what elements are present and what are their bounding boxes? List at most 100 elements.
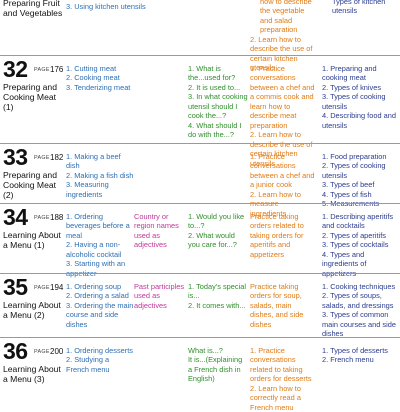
page-label: PAGE <box>34 67 50 73</box>
practice-item: Practice taking orders for soup, salads,… <box>250 282 304 329</box>
expressions-column: 1. Today's special is... 2. It comes with… <box>188 282 248 310</box>
expressions-item: 1. Would you like to...? <box>188 212 245 231</box>
practice-item: 2. Learn how to describe the use of cert… <box>250 34 313 73</box>
vocab-column: 1. Ordering desserts 2. Studying a French… <box>66 346 134 374</box>
topics-column: 1. Preparing and cooking meat 2. Types of… <box>322 64 398 130</box>
vocab-item: 3. Tenderizing meat <box>66 82 131 92</box>
expressions-item: What is...? <box>188 346 223 355</box>
topics-item: 2. Types of soups, salads, and dressings <box>322 291 394 310</box>
practice-item: 1. Practice conversations related to tak… <box>250 346 312 384</box>
topics-item: 1. Types of desserts <box>322 346 389 355</box>
unit-number: 36 <box>3 338 28 364</box>
practice-item: 2. Learn how to correctly read a French … <box>250 383 301 412</box>
practice-item: how to describe the vegetable and salad … <box>260 0 312 35</box>
expressions-item: 2. It is used to... <box>188 82 241 92</box>
topics-item: 3. Types of common main courses and side… <box>322 310 396 339</box>
topics-column: 1. Describing aperitifs and cocktails 2. … <box>322 212 398 278</box>
unit-title: Preparing and Cooking Meat (1) <box>3 82 57 113</box>
vocab-item: 3. Ordering the main course and side dis… <box>66 300 134 329</box>
practice-item: Practice taking orders related to taking… <box>250 212 304 259</box>
topics-item: 1. Cooking techniques <box>322 282 396 291</box>
vocab-item: 3. Measuring ingredients <box>66 180 109 199</box>
page-number: 188 <box>50 213 64 222</box>
row-divider <box>0 337 400 338</box>
topics-item: 4. Describing food and utensils <box>322 111 396 130</box>
topics-item: 3. Types of cooking utensils <box>322 92 386 111</box>
vocab-column: 1. Ordering soup 2. Ordering a salad 3. Or… <box>66 282 134 329</box>
unit-row: 35 PAGE 194 Learning About a Menu (2) 1. Ord… <box>0 274 400 339</box>
topics-item: 2. French menu <box>322 355 374 365</box>
practice-column: 1. Practice conversations between a chef… <box>250 64 316 168</box>
vocab-column: 1. Ordering beverages before a meal 2. Ha… <box>66 212 134 278</box>
page-label: PAGE <box>34 285 50 291</box>
page-number: 182 <box>50 153 64 162</box>
unit-title: Preparing and Cooking Meat (2) <box>3 170 57 201</box>
page-label: PAGE <box>34 349 50 355</box>
practice-column: how to describe the vegetable and salad … <box>250 0 314 73</box>
topics-column: Types of kitchen utensils <box>322 0 398 16</box>
unit-number: 33 <box>3 144 28 170</box>
row-divider <box>0 273 400 274</box>
vocab-column: 3. Using kitchen utensils <box>66 2 146 11</box>
practice-item: 2. Learn how to describe the use of cert… <box>250 130 313 168</box>
expressions-item: 4. What should I do with the...? <box>188 120 242 140</box>
page-number: 194 <box>50 283 64 292</box>
grammar-column: Country or region names used as adjectiv… <box>134 212 186 250</box>
topics-column: 1. Types of desserts 2. French menu <box>322 346 398 365</box>
expressions-column: What is...? It is...(Explaining a French … <box>188 346 248 384</box>
vocab-column: 1. Making a beef dish 2. Making a fish di… <box>66 152 134 199</box>
topics-column: 1. Cooking techniques 2. Types of soups, … <box>322 282 398 339</box>
page-number: 200 <box>50 347 64 356</box>
grammar-item: Country or region names used as adjectiv… <box>134 212 179 250</box>
expressions-item: 1. What is the...used for? <box>188 64 236 83</box>
practice-column: Practice taking orders for soup, salads,… <box>250 282 316 329</box>
practice-column: Practice taking orders related to taking… <box>250 212 316 259</box>
page-label: PAGE <box>34 155 50 161</box>
expressions-item: It is...(Explaining a French dish in Eng… <box>188 355 243 384</box>
expressions-item: 2. It comes with... <box>188 300 246 310</box>
vocab-item: 2. Studying a French menu <box>66 355 110 374</box>
practice-column: 1. Practice conversations related to tak… <box>250 346 316 412</box>
unit-row: 33 PAGE 182 Preparing and Cooking Meat (2) 1… <box>0 144 400 218</box>
unit-row: 32 PAGE 176 Preparing and Cooking Meat (1) 1… <box>0 56 400 168</box>
row-divider <box>0 55 400 56</box>
vocab-item: 2. Having a non-alcoholic cocktail <box>66 240 122 259</box>
page-number: 176 <box>50 65 64 74</box>
vocab-item: 2. Making a fish dish <box>66 170 134 180</box>
practice-item: 1. Practice conversations between a chef… <box>250 64 315 130</box>
topics-item: 2. Types of cooking utensils <box>322 161 386 180</box>
practice-item: 1. Practice conversations between a chef… <box>250 152 315 190</box>
topics-item: 1. Preparing and cooking meat <box>322 64 377 83</box>
row-divider <box>0 203 400 204</box>
topics-item: Types of kitchen utensils <box>332 0 386 16</box>
topics-item: 4. Types of fish <box>322 189 372 199</box>
topics-item: 3. Types of beef <box>322 180 375 190</box>
vocab-item: 1. Cutting meat <box>66 64 117 73</box>
row-divider <box>0 143 400 144</box>
vocab-item: 1. Making a beef dish <box>66 152 121 171</box>
expressions-item: 3. In what cooking utensil should I cook… <box>188 92 248 121</box>
vocab-item: 2. Cooking meat <box>66 73 120 83</box>
unit-number: 32 <box>3 56 28 82</box>
unit-title: Learning About a Menu (3) <box>3 364 61 385</box>
expressions-column: 1. What is the...used for? 2. It is used … <box>188 64 248 140</box>
unit-title: Learning About a Menu (2) <box>3 300 61 321</box>
vocab-item: 1. Ordering beverages before a meal <box>66 212 130 240</box>
vocab-item: 2. Ordering a salad <box>66 291 129 301</box>
topics-column: 1. Food preparation 2. Types of cooking u… <box>322 152 398 209</box>
vocab-item: 1. Ordering soup <box>66 282 122 291</box>
unit-number: 35 <box>3 274 28 300</box>
grammar-column: Past participles used as adjectives <box>134 282 186 310</box>
unit-title: Learning About a Menu (1) <box>3 230 61 251</box>
topics-item: 1. Describing aperitifs and cocktails <box>322 212 394 231</box>
expressions-item: 2. What would you care for...? <box>188 230 237 250</box>
unit-row-top: Preparing Fruit and Vegetables 3. Using … <box>0 0 400 72</box>
unit-title: Preparing Fruit and Vegetables <box>3 0 63 19</box>
unit-row: 36 PAGE 200 Learning About a Menu (3) 1. Ord… <box>0 338 400 412</box>
expressions-column: 1. Would you like to...? 2. What would yo… <box>188 212 248 250</box>
page-label: PAGE <box>34 215 50 221</box>
vocab-item: 3. Using kitchen utensils <box>66 2 146 11</box>
topics-item: 2. Types of aperitifs <box>322 230 386 240</box>
grammar-item: Past participles used as adjectives <box>134 282 185 310</box>
expressions-item: 1. Today's special is... <box>188 282 246 301</box>
